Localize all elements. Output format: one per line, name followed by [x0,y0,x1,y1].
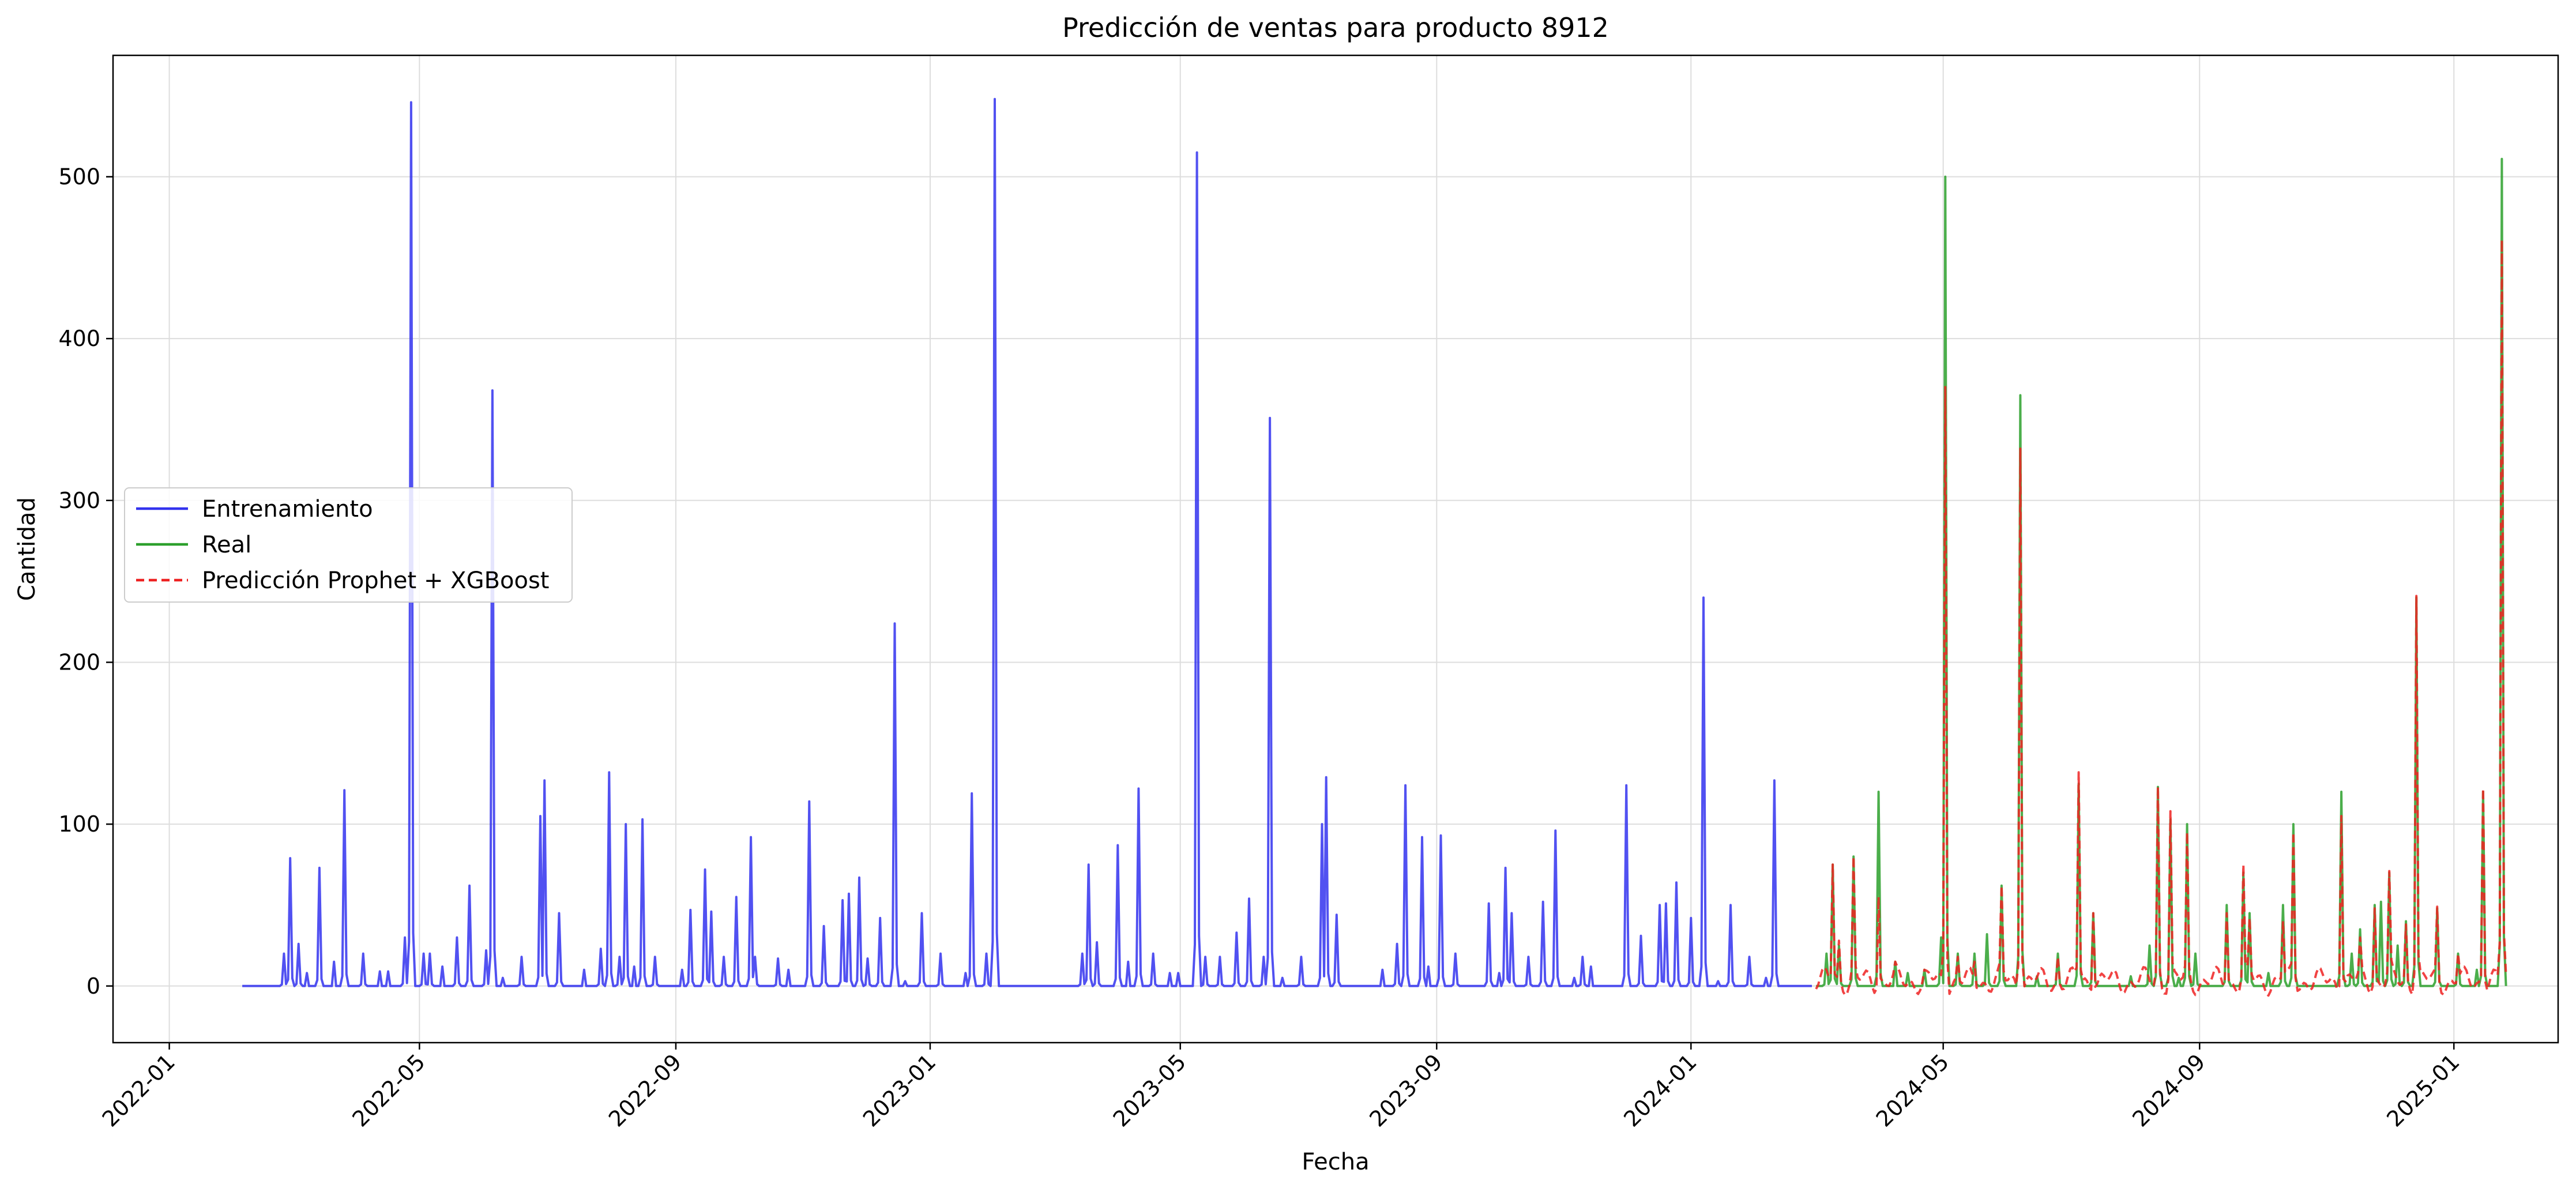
y-tick-label: 500 [58,164,100,189]
axes-frame [112,54,2559,1044]
y-tick-label: 300 [58,488,100,513]
grid [113,55,2558,1043]
legend-label: Entrenamiento [202,496,373,522]
y-tick-label: 100 [58,811,100,837]
legend-box [124,487,573,603]
y-axis: 0 100 200 300 400 500 [58,164,113,999]
y-tick-label: 0 [87,973,100,999]
legend-label: Predicción Prophet + XGBoost [202,567,549,594]
x-axis-label: Fecha [1302,1149,1369,1175]
plot-area [242,97,2507,997]
y-tick-label: 200 [58,649,100,675]
legend-label: Real [202,532,251,558]
y-axis-label: Cantidad [14,497,40,601]
chart-title: Predicción de ventas para producto 8912 [1062,12,1609,43]
y-tick-label: 400 [58,326,100,351]
legend: Entrenamiento Real Predicción Prophet + XG… [124,487,573,603]
series-line-0 [242,97,1812,987]
